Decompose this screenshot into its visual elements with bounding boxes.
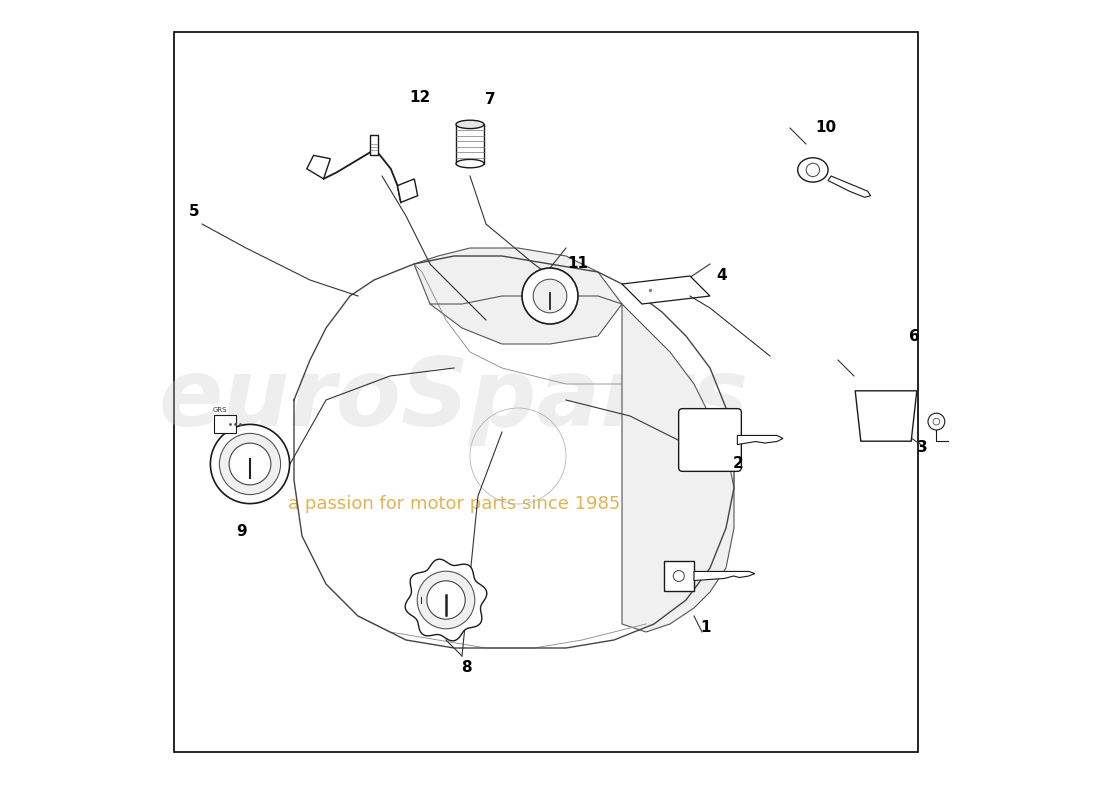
Polygon shape	[405, 559, 487, 641]
Polygon shape	[621, 276, 710, 304]
Text: GRS: GRS	[212, 407, 227, 413]
Text: euroSparts: euroSparts	[158, 354, 749, 446]
Text: 6: 6	[909, 329, 920, 343]
Text: 1: 1	[701, 621, 712, 635]
Circle shape	[522, 268, 578, 324]
Circle shape	[673, 570, 684, 582]
Circle shape	[806, 163, 820, 177]
Bar	[663, 561, 694, 591]
Circle shape	[933, 418, 939, 425]
Text: 2: 2	[733, 457, 744, 471]
Bar	[370, 134, 378, 154]
Polygon shape	[855, 391, 916, 442]
Circle shape	[219, 434, 280, 494]
Polygon shape	[307, 155, 330, 179]
FancyBboxPatch shape	[679, 409, 741, 471]
Polygon shape	[828, 176, 870, 198]
Circle shape	[229, 443, 271, 485]
Text: 5: 5	[189, 205, 199, 219]
Text: 3: 3	[916, 441, 927, 455]
Text: 12: 12	[409, 90, 430, 105]
Text: 4: 4	[717, 269, 727, 283]
Circle shape	[210, 424, 289, 504]
Polygon shape	[621, 304, 734, 632]
Bar	[456, 124, 484, 164]
Ellipse shape	[456, 159, 484, 168]
Circle shape	[928, 414, 945, 430]
Circle shape	[417, 571, 475, 629]
Polygon shape	[397, 179, 418, 202]
Text: 11: 11	[568, 257, 588, 271]
Text: 9: 9	[236, 525, 248, 539]
Bar	[214, 415, 235, 434]
Polygon shape	[694, 571, 755, 581]
Text: a passion for motor parts since 1985: a passion for motor parts since 1985	[288, 495, 620, 513]
Ellipse shape	[456, 120, 484, 129]
Circle shape	[427, 581, 465, 619]
Polygon shape	[737, 435, 783, 445]
Text: 7: 7	[485, 93, 495, 107]
Ellipse shape	[798, 158, 828, 182]
Circle shape	[534, 279, 566, 313]
Text: 10: 10	[815, 121, 837, 135]
Text: 8: 8	[461, 661, 471, 675]
Polygon shape	[414, 248, 622, 344]
